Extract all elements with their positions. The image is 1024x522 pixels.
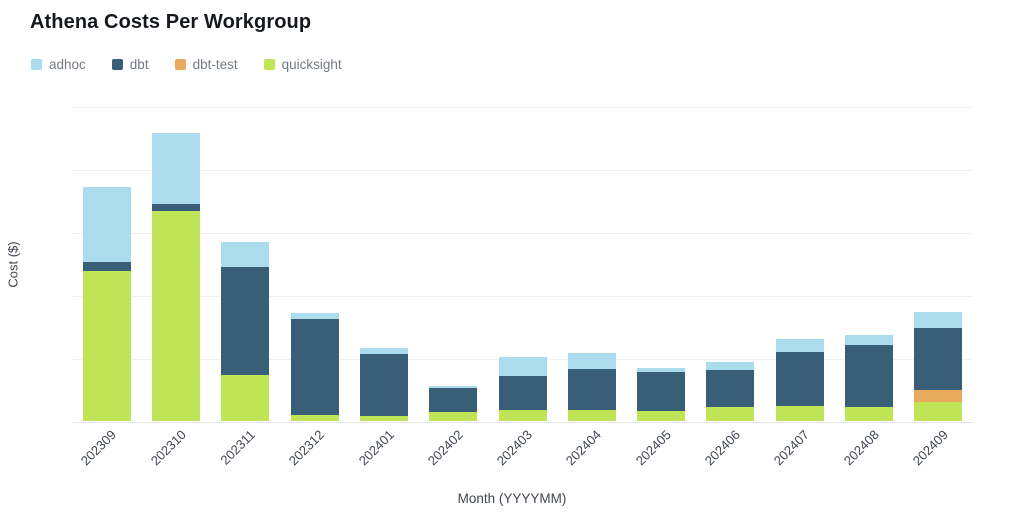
bar-segment-dbt[interactable] (775, 352, 824, 406)
bar-segment-adhoc[interactable] (429, 386, 478, 388)
bar-segment-quicksight[interactable] (706, 407, 755, 421)
bar-202312[interactable] (290, 312, 339, 421)
legend-item-quicksight[interactable]: quicksight (263, 57, 342, 72)
y-axis-title-wrap: Cost ($) (2, 107, 24, 422)
bar-segment-adhoc[interactable] (498, 357, 547, 376)
x-tick-202402: 202402 (424, 427, 466, 469)
x-tick-202401: 202401 (355, 427, 397, 469)
x-tick-202312: 202312 (285, 427, 328, 469)
bar-segment-dbt[interactable] (151, 203, 200, 211)
bar-202311[interactable] (221, 242, 270, 421)
bar-segment-quicksight[interactable] (429, 411, 478, 421)
bar-202309[interactable] (82, 186, 131, 421)
x-tick-202406: 202406 (701, 427, 744, 469)
bar-segment-adhoc[interactable] (845, 335, 894, 346)
x-axis-ticks: 202309 202310 202311 202312 202401 202402 2024… (72, 427, 973, 482)
bars-layer (72, 107, 973, 422)
bar-segment-adhoc[interactable] (706, 362, 755, 371)
gridline (72, 233, 973, 234)
bar-202407[interactable] (775, 339, 824, 421)
bar-segment-dbt[interactable] (567, 369, 616, 410)
bar-segment-quicksight[interactable] (359, 415, 408, 421)
bar-segment-quicksight[interactable] (151, 210, 200, 421)
x-tick-202309: 202309 (77, 427, 120, 469)
bar-segment-adhoc[interactable] (637, 367, 686, 372)
gridline (72, 296, 973, 297)
x-tick-202404: 202404 (563, 427, 605, 469)
legend-item-dbt-test[interactable]: dbt-test (174, 57, 238, 72)
legend: adhoc dbt dbt-test quicksight (31, 57, 342, 72)
bar-segment-dbt[interactable] (706, 370, 755, 408)
bar-segment-quicksight[interactable] (845, 407, 894, 421)
bar-202408[interactable] (845, 335, 894, 421)
gridline (72, 170, 973, 171)
bar-segment-dbt[interactable] (290, 318, 339, 416)
bar-segment-quicksight[interactable] (82, 271, 131, 421)
legend-swatch-icon (111, 59, 123, 70)
bar-segment-quicksight[interactable] (914, 402, 963, 421)
bar-202310[interactable] (151, 133, 200, 421)
bar-segment-quicksight[interactable] (567, 409, 616, 421)
bar-202403[interactable] (498, 357, 547, 421)
legend-label: dbt-test (192, 57, 238, 72)
bar-segment-adhoc[interactable] (914, 312, 963, 329)
bar-segment-adhoc[interactable] (359, 347, 408, 354)
bar-segment-dbt[interactable] (429, 387, 478, 412)
chart-title: Athena Costs Per Workgroup (30, 11, 312, 33)
legend-item-dbt[interactable]: dbt (111, 57, 149, 72)
legend-label: adhoc (49, 57, 86, 72)
legend-label: dbt (129, 57, 149, 72)
bar-segment-quicksight[interactable] (637, 410, 686, 421)
legend-swatch-icon (31, 59, 42, 70)
plot-area (72, 107, 973, 423)
bar-202409[interactable] (914, 312, 963, 421)
bar-segment-dbt[interactable] (498, 375, 547, 410)
bar-segment-adhoc[interactable] (567, 352, 616, 370)
bar-202401[interactable] (359, 347, 408, 421)
bar-segment-dbt[interactable] (845, 345, 894, 408)
bar-segment-dbt[interactable] (221, 266, 270, 376)
legend-swatch-icon (174, 59, 186, 70)
bar-segment-dbt[interactable] (914, 328, 963, 391)
bar-segment-adhoc[interactable] (290, 312, 339, 319)
x-tick-202407: 202407 (771, 427, 813, 469)
bar-segment-adhoc[interactable] (151, 133, 200, 204)
bar-segment-dbt[interactable] (637, 371, 686, 411)
gridline (72, 107, 973, 108)
x-axis-title: Month (YYYYMM) (457, 491, 567, 506)
legend-item-adhoc[interactable]: adhoc (31, 57, 86, 72)
x-tick-202405: 202405 (632, 427, 674, 469)
bar-segment-quicksight[interactable] (290, 415, 339, 421)
x-tick-202403: 202403 (493, 427, 536, 469)
x-tick-202408: 202408 (840, 427, 882, 469)
x-axis-baseline (72, 422, 973, 423)
x-tick-202311: 202311 (217, 427, 258, 468)
bar-segment-adhoc[interactable] (221, 242, 270, 267)
bar-segment-dbt[interactable] (359, 353, 408, 416)
x-tick-202409: 202409 (909, 427, 951, 469)
bar-segment-quicksight[interactable] (498, 409, 547, 421)
x-tick-202310: 202310 (147, 427, 189, 469)
bar-202404[interactable] (567, 352, 616, 421)
bar-segment-adhoc[interactable] (82, 186, 131, 262)
bar-segment-dbt-test[interactable] (914, 390, 963, 403)
legend-swatch-icon (263, 59, 275, 70)
bar-segment-adhoc[interactable] (775, 339, 824, 353)
bar-202406[interactable] (706, 362, 755, 421)
bar-segment-quicksight[interactable] (221, 375, 270, 421)
y-axis-title: Cost ($) (5, 241, 21, 288)
bar-segment-dbt[interactable] (82, 261, 131, 272)
legend-label: quicksight (281, 57, 342, 72)
bar-segment-quicksight[interactable] (775, 405, 824, 421)
bar-202405[interactable] (637, 367, 686, 421)
bar-202402[interactable] (429, 386, 478, 421)
